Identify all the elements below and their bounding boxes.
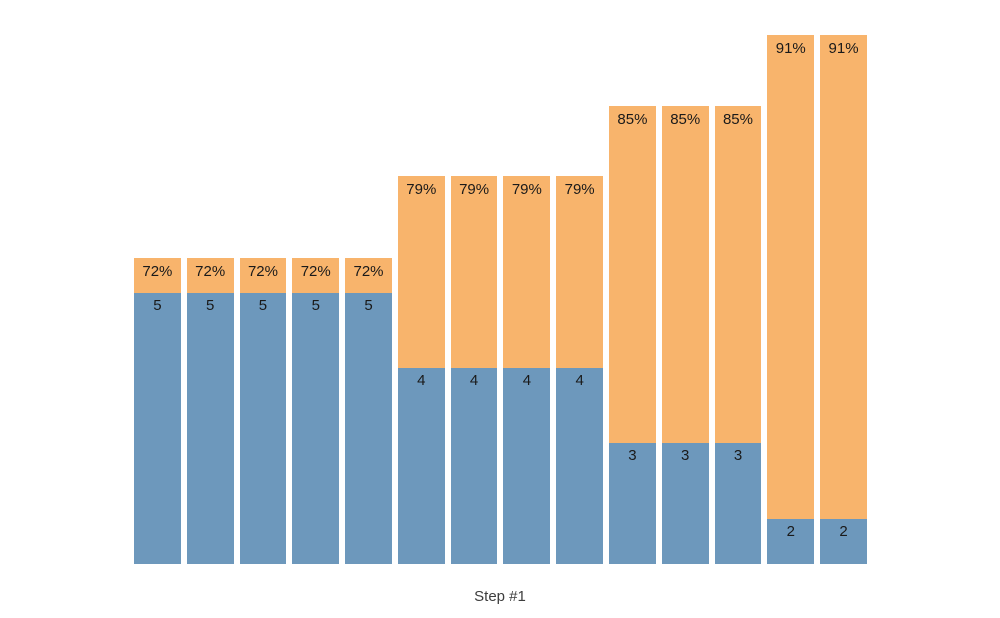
value-label: 5 <box>258 297 268 314</box>
value-label: 3 <box>628 447 637 464</box>
bar-bottom-segment <box>503 368 551 564</box>
bar-bottom-segment <box>661 443 709 564</box>
bar: 85% 3 <box>714 106 762 564</box>
bar: 72% 5 <box>239 258 287 564</box>
percent-label: 91% <box>775 40 806 57</box>
value-label: 2 <box>786 523 795 540</box>
bar-bottom-segment <box>714 443 762 564</box>
bar: 79% 4 <box>397 176 445 564</box>
percent-label: 85% <box>617 111 648 128</box>
bar: 79% 4 <box>556 176 604 564</box>
bar: 79% 4 <box>503 176 551 564</box>
bar: 91% 2 <box>767 35 815 564</box>
value-label: 5 <box>311 297 320 314</box>
percent-label: 79% <box>511 181 542 198</box>
percent-label: 91% <box>828 40 859 57</box>
value-label: 2 <box>839 523 848 540</box>
bar-bottom-segment <box>397 368 445 564</box>
percent-label: 72% <box>142 263 173 280</box>
percent-label: 72% <box>300 263 331 280</box>
value-label: 5 <box>153 297 162 314</box>
percent-label: 72% <box>353 263 384 280</box>
bar: 72% 5 <box>134 258 181 564</box>
bar: 85% 3 <box>661 106 709 564</box>
bar-bottom-segment <box>609 443 656 564</box>
bar-bottom-segment <box>292 293 340 564</box>
bar: 72% 5 <box>186 258 234 564</box>
value-label: 3 <box>681 447 690 464</box>
value-label: 5 <box>364 297 373 314</box>
bar-bottom-segment <box>345 293 392 564</box>
bar-bottom-segment <box>186 293 234 564</box>
percent-label: 85% <box>722 111 753 128</box>
bars-area: 72% 5 72% 5 72% 5 72% 5 72% 5 79% 4 79% 4 79% 4 79% 4 85% 3… <box>134 0 867 564</box>
bar: 72% 5 <box>292 258 340 564</box>
bar-bottom-segment <box>450 368 498 564</box>
value-label: 4 <box>417 372 426 389</box>
bar: 91% 2 <box>820 35 867 564</box>
bar: 79% 4 <box>450 176 498 564</box>
percent-label: 72% <box>195 263 226 280</box>
bar-bottom-segment <box>556 368 604 564</box>
bar-bottom-segment <box>239 293 287 564</box>
percent-label: 72% <box>247 263 278 280</box>
value-label: 4 <box>469 372 479 389</box>
bar: 85% 3 <box>609 106 656 564</box>
bar-bottom-segment <box>820 519 867 564</box>
bar: 72% 5 <box>345 258 392 564</box>
percent-label: 79% <box>406 181 437 198</box>
value-label: 3 <box>733 447 743 464</box>
percent-label: 85% <box>670 111 701 128</box>
percent-label: 79% <box>564 181 595 198</box>
bar-bottom-segment <box>134 293 181 564</box>
value-label: 4 <box>522 372 532 389</box>
value-label: 4 <box>575 372 584 389</box>
bar-bottom-segment <box>767 519 815 564</box>
x-axis-label: Step #1 <box>474 588 526 605</box>
percent-label: 79% <box>459 181 490 198</box>
value-label: 5 <box>206 297 215 314</box>
